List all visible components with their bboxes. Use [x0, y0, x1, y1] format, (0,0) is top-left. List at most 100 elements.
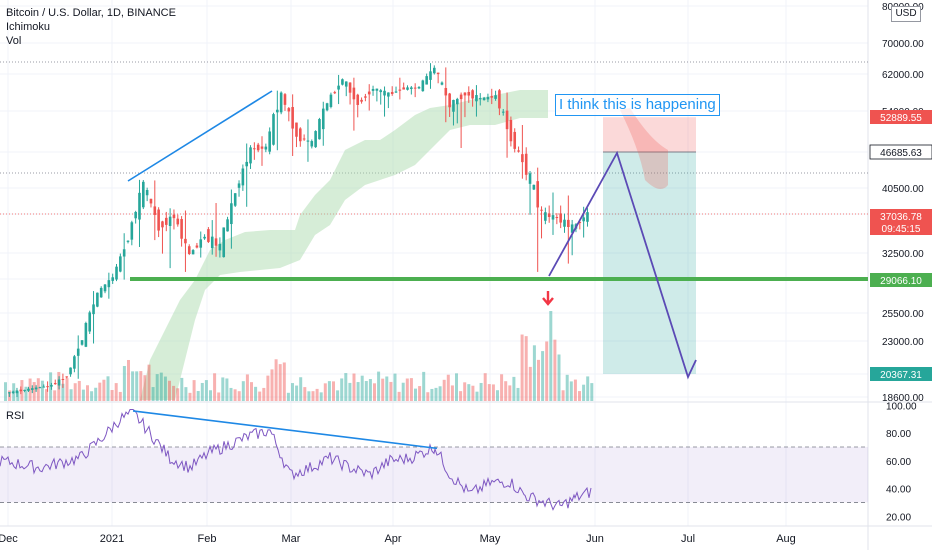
volume-bar	[360, 375, 364, 401]
candle-body	[256, 144, 260, 151]
candle-body	[436, 72, 440, 75]
volume-bar	[508, 385, 512, 401]
candle-body	[69, 367, 72, 375]
volume-bar	[455, 373, 458, 401]
volume-bar	[311, 391, 315, 401]
candle-body	[260, 146, 264, 149]
volume-bar	[69, 389, 73, 401]
candle-body	[302, 138, 306, 140]
candle-body	[138, 192, 141, 220]
volume-bar	[303, 387, 307, 401]
volume-bar	[106, 376, 110, 401]
rsi-trendline[interactable]	[132, 410, 438, 450]
volume-bar	[110, 390, 114, 401]
volume-bar	[352, 373, 356, 401]
candle-body	[279, 92, 283, 113]
candle-body	[360, 99, 363, 102]
volume-bar	[549, 311, 553, 401]
projection-path[interactable]	[548, 150, 697, 380]
candle-body	[130, 222, 134, 240]
volume-bar	[291, 383, 294, 401]
volume-bar	[53, 390, 57, 401]
candle-body	[153, 206, 157, 215]
candle-body	[536, 181, 539, 208]
candle-body	[513, 131, 517, 149]
volume-bar	[582, 384, 586, 401]
candle-body	[19, 389, 23, 392]
candle-body	[73, 356, 76, 369]
candle-body	[410, 87, 413, 90]
rsi-axis-tick: 60.00	[886, 457, 911, 468]
candle-body	[509, 119, 513, 142]
volume-bar	[327, 381, 331, 401]
currency-badge[interactable]: USD	[891, 6, 921, 22]
volume-bar	[524, 336, 528, 401]
candle-body	[570, 224, 574, 233]
volume-bar	[532, 345, 536, 401]
price-axis-tick: 32500.00	[882, 249, 924, 260]
volume-bar	[221, 377, 225, 401]
volume-bar	[295, 385, 299, 401]
chart-annotation-note[interactable]: I think this is happening	[555, 94, 720, 116]
candle-body	[203, 236, 206, 239]
candle-body	[425, 76, 428, 85]
candle-body	[115, 266, 118, 280]
volume-bar	[467, 384, 471, 401]
volume-indicator-label[interactable]: Vol	[6, 35, 22, 47]
price-axis-tick: 25500.00	[882, 309, 924, 320]
volume-bar	[438, 386, 442, 401]
volume-bar	[258, 391, 262, 401]
volume-bar	[393, 373, 397, 401]
candle-body	[318, 119, 321, 140]
ichimoku-indicator-label[interactable]: Ichimoku	[6, 21, 51, 33]
candle-body	[291, 107, 294, 129]
candle-body	[402, 87, 405, 90]
time-axis-label: Jul	[681, 533, 695, 545]
volume-bar	[114, 383, 118, 401]
candle-body	[50, 384, 53, 387]
candle-body	[145, 190, 149, 196]
candle-body	[8, 392, 11, 394]
candle-body	[586, 212, 589, 222]
future-cloud	[620, 108, 668, 189]
chart-legend: Bitcoin / U.S. Dollar, 1D, BINANCE Ichim…	[6, 6, 176, 48]
time-axis-label: Mar	[282, 533, 301, 545]
volume-bar	[381, 378, 385, 401]
volume-bar	[40, 380, 44, 401]
candle-body	[563, 219, 566, 227]
volume-bar	[86, 385, 89, 401]
symbol-title[interactable]: Bitcoin / U.S. Dollar, 1D, BINANCE	[6, 7, 176, 19]
candle-body	[337, 85, 340, 90]
candle-body	[551, 215, 555, 220]
candle-body	[214, 238, 218, 246]
candle-body	[390, 92, 394, 95]
candle-body	[99, 287, 103, 298]
volume-bar	[340, 378, 344, 401]
candle-body	[490, 96, 494, 98]
volume-bar	[172, 385, 176, 401]
candle-body	[34, 387, 38, 390]
candle-body	[528, 173, 532, 184]
volume-bar	[364, 381, 368, 401]
volume-bar	[24, 386, 28, 401]
candle-body	[53, 382, 57, 385]
volume-bar	[94, 387, 98, 401]
volume-bar	[500, 374, 504, 401]
volume-bar	[274, 359, 278, 401]
price-trendline[interactable]	[127, 90, 273, 182]
rsi-indicator-label[interactable]: RSI	[6, 410, 25, 422]
candle-body	[329, 94, 333, 107]
candle-body	[230, 203, 233, 225]
price-label-bg	[870, 209, 932, 235]
candle-body	[540, 209, 543, 211]
stop-loss-zone[interactable]	[603, 117, 696, 152]
candle-body	[421, 80, 425, 92]
take-profit-zone[interactable]	[603, 152, 696, 374]
volume-bar	[131, 371, 135, 401]
candle-body	[348, 82, 352, 93]
volume-bar	[143, 375, 147, 401]
candle-body	[379, 90, 383, 93]
candle-body	[96, 292, 99, 307]
